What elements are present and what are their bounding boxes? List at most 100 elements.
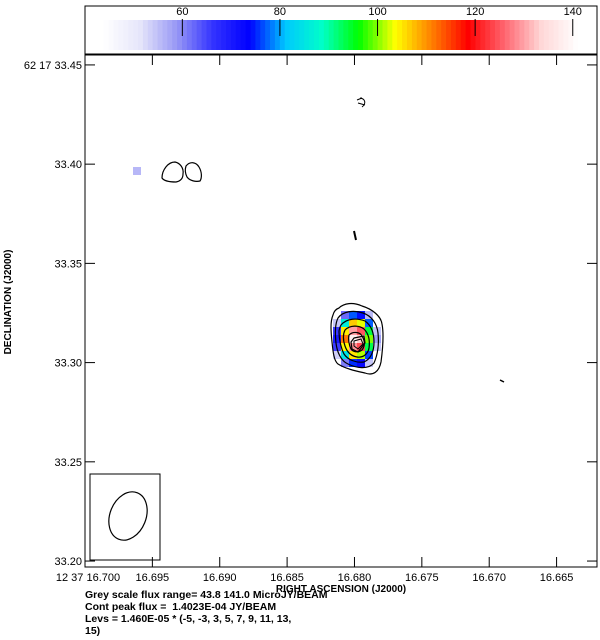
colorbar-cell [142,20,149,50]
y-tick-label: 62 17 33.45 [24,60,82,72]
colorbar-cell [98,20,105,50]
colorbar-cell [553,20,560,50]
heatmap-cell [357,327,365,335]
heatmap-cell [349,327,357,335]
colorbar-cell [270,20,276,50]
colorbar-cell [431,20,437,50]
y-tick-label: 33.35 [54,258,82,270]
colorbar-cell [490,20,496,50]
colorbar-cell [353,20,359,50]
colorbar-cell [328,20,335,50]
colorbar-cell [514,20,521,50]
colorbar-cell [94,20,100,50]
heatmap-cell [349,359,357,367]
colorbar-cell [538,20,545,50]
colorbar-cell [299,20,305,50]
colorbar-tick-label: 100 [368,6,386,18]
heatmap-cell [365,351,373,359]
x-tick-label: 16.675 [405,572,439,584]
heatmap-cell [333,335,341,343]
heatmap-cell [341,359,349,367]
colorbar-cell [524,20,530,50]
colorbar-cell [446,20,452,50]
caption-levels-cont: 15) [85,625,101,637]
colorbar-cell [426,20,433,50]
heatmap-cell [333,327,341,335]
colorbar-tick-label: 140 [564,6,582,18]
colorbar-cell [230,20,237,50]
contour-level-5 [334,310,379,369]
noise-contour-right [499,379,505,383]
colorbar-cell [519,20,525,50]
colorbar-cell [548,20,555,50]
colorbar-cell [138,20,144,50]
colorbar-cell [343,20,349,50]
colorbar-cell [289,20,296,50]
colorbar-cell [460,20,467,50]
colorbar-cell [265,20,271,50]
colorbar-cell [563,20,569,50]
colorbar-cell [333,20,340,50]
x-tick-label: 12 37 16.700 [56,572,120,584]
contour-level-9 [342,325,370,358]
colorbar-cell [318,20,325,50]
colorbar-tick-label: 80 [274,6,286,18]
y-tick-label: 33.20 [54,556,82,568]
y-tick-label: 33.40 [54,159,82,171]
colorbar-cell [421,20,428,50]
colorbar-cell [494,20,501,50]
colorbar-cell [294,20,300,50]
heatmap-cell [357,319,365,327]
secondary-contour-left [161,161,184,183]
secondary-contour-right [184,162,202,182]
y-tick-label: 33.25 [54,457,82,469]
colorbar-cell [255,20,261,50]
colorbar-cell [402,20,408,50]
caption-levels: Levs = 1.460E-05 * (-5, -3, 3, 5, 7, 9, … [85,613,292,625]
plot-frame [84,54,598,568]
heatmap-cell [373,343,381,351]
heatmap-cell [341,311,349,319]
colorbar-cell [485,20,491,50]
y-axis-title: DECLINATION (J2000) [3,250,14,355]
colorbar-cell [362,20,369,50]
heatmap-cell [357,343,365,351]
contour-level-3 [330,302,384,375]
x-tick-label: 16.695 [136,572,170,584]
colorbar-cell [260,20,266,50]
colorbar-tick-label: 120 [466,6,484,18]
colorbar-cell [436,20,442,50]
colorbar: 60 80 100 120 140 [84,5,598,55]
heatmap-cell [333,351,341,359]
heatmap-cell [133,167,141,175]
colorbar-cell [128,20,134,50]
contour-level-13 [350,335,366,353]
colorbar-cell [201,20,208,50]
colorbar-cell [367,20,374,50]
colorbar-cell [573,20,579,50]
colorbar-cell [411,20,418,50]
heatmap-cell [341,335,349,343]
colorbar-cell [245,20,252,50]
colorbar-cell [279,20,286,50]
x-tick-label: 16.670 [472,572,506,584]
colorbar-cell [113,20,120,50]
colorbar-cell [133,20,139,50]
colorbar-cell [529,20,535,50]
colorbar-cell [216,20,222,50]
colorbar-cell [470,20,477,50]
colorbar-tick-label: 60 [176,6,188,18]
colorbar-cell [534,20,540,50]
beam-box [89,473,161,561]
colorbar-cell [123,20,129,50]
heatmap-cell [357,351,365,359]
colorbar-cell [504,20,511,50]
colorbar-cell [455,20,462,50]
colorbar-cell [406,20,413,50]
colorbar-cell [397,20,403,50]
colorbar-cell [108,20,115,50]
colorbar-cell [172,20,178,50]
caption-flux-range: Grey scale flux range= 43.8 141.0 MicroJ… [85,589,328,601]
heatmap-cell [357,311,365,319]
